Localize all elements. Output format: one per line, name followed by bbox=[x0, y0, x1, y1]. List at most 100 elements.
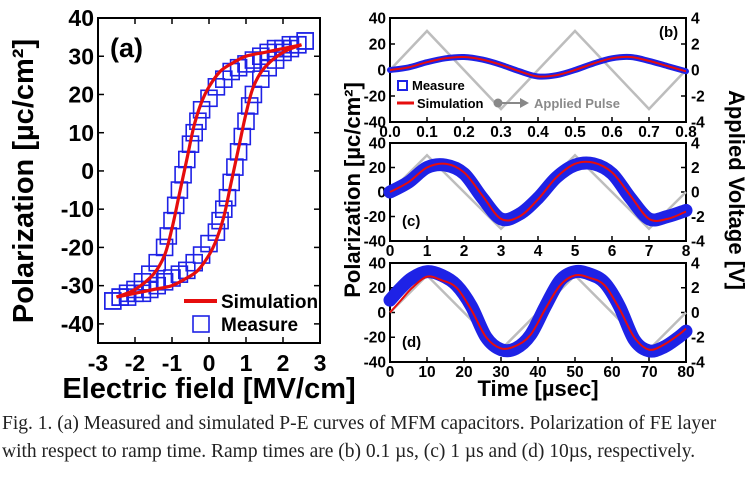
shared-labels: Polarization [µc/cm²] Applied Voltage [V] bbox=[340, 82, 745, 298]
x-tick-label: 0.8 bbox=[675, 124, 697, 141]
panel-label: (d) bbox=[402, 334, 421, 351]
y2-tick-label: -2 bbox=[691, 88, 705, 105]
x-tick-label: 30 bbox=[492, 364, 509, 381]
y2-tick-label: 2 bbox=[691, 280, 700, 297]
panel-label: (c) bbox=[402, 213, 420, 230]
y-tick-label: 20 bbox=[369, 36, 386, 53]
x-tick-label: 0.2 bbox=[453, 124, 475, 141]
x-tick-label: 2 bbox=[460, 243, 469, 260]
legend-pulse-dot bbox=[493, 98, 503, 108]
y-tick-label: 40 bbox=[369, 135, 386, 152]
x-tick-label: 60 bbox=[603, 364, 620, 381]
y-tick-label: -40 bbox=[364, 233, 386, 250]
y2-tick-label: 2 bbox=[691, 36, 700, 53]
y-tick-label: -40 bbox=[364, 114, 386, 131]
x-tick-label: 0.6 bbox=[601, 124, 623, 141]
y-tick-label: -40 bbox=[364, 354, 386, 371]
y-tick-label: -20 bbox=[364, 330, 386, 347]
simulation-line bbox=[389, 160, 687, 222]
x-tick-label: 0.7 bbox=[638, 124, 660, 141]
y-tick-label: 0 bbox=[377, 305, 386, 322]
x-tick-label: -2 bbox=[125, 350, 145, 376]
y2-tick-label: -2 bbox=[691, 209, 705, 226]
panel-label: (a) bbox=[110, 33, 143, 63]
x-tick-label: 6 bbox=[608, 243, 617, 260]
y-tick-label: 40 bbox=[68, 5, 94, 31]
simulation-line bbox=[115, 43, 302, 299]
applied-pulse-line bbox=[389, 29, 687, 111]
legend-simulation-label: Simulation bbox=[417, 96, 484, 111]
y-tick-label: 20 bbox=[369, 280, 386, 297]
x-tick-label: 0.0 bbox=[379, 124, 401, 141]
x-tick-label: 5 bbox=[571, 243, 580, 260]
y-tick-label: 20 bbox=[68, 82, 94, 108]
panel-b: 0.0 0.1 0.2 0.3 0.4 0.5 0.6 0.7 0.8 -40 -20 0 20 40 -4… bbox=[364, 10, 706, 141]
x-tick-label: 0.3 bbox=[490, 124, 512, 141]
legend-measure-label: Measure bbox=[412, 78, 465, 93]
x-tick-label: 8 bbox=[682, 243, 691, 260]
measure-marker bbox=[104, 292, 122, 310]
y2-tick-label: 4 bbox=[691, 255, 700, 272]
x-axis-label: Electric field [MV/cm] bbox=[62, 373, 355, 405]
x-tick-label: 80 bbox=[677, 364, 694, 381]
y2-tick-label: -4 bbox=[691, 354, 705, 371]
panel-label: (b) bbox=[659, 24, 678, 41]
x-tick-label: 3 bbox=[314, 350, 327, 376]
y-tick-label: 0 bbox=[377, 184, 386, 201]
y-axis-label: Polarization [µc/cm²] bbox=[8, 39, 40, 323]
y-tick-label: -20 bbox=[364, 209, 386, 226]
x-tick-label: 20 bbox=[455, 364, 472, 381]
y-tick-label: -30 bbox=[61, 273, 94, 299]
y-tick-label: 0 bbox=[377, 62, 386, 79]
x-tick-label: 0.4 bbox=[527, 124, 549, 141]
y2-tick-label: 0 bbox=[691, 184, 700, 201]
y-tick-label: 10 bbox=[68, 120, 94, 146]
legend-measure-swatch bbox=[192, 315, 210, 333]
legend-pulse-label: Applied Pulse bbox=[534, 96, 620, 111]
x-tick-label: 0 bbox=[203, 350, 216, 376]
y-tick-label: 40 bbox=[369, 10, 386, 27]
y-tick-label: -20 bbox=[61, 234, 94, 260]
y-tick-label: -20 bbox=[364, 88, 386, 105]
simulation-line bbox=[389, 274, 687, 351]
figure-caption: Fig. 1. (a) Measured and simulated P-E c… bbox=[2, 413, 717, 462]
y2-tick-label: 4 bbox=[691, 135, 700, 152]
x-tick-label: 40 bbox=[529, 364, 546, 381]
y-tick-label: 20 bbox=[369, 160, 386, 177]
panel-d: 0 10 20 30 40 50 60 70 80-40-2002040-4-2024(d)Ti… bbox=[364, 255, 706, 401]
legend-simulation-label: Simulation bbox=[221, 292, 318, 313]
x-tick-label: 2 bbox=[277, 350, 290, 376]
x-tick-label: 3 bbox=[497, 243, 506, 260]
x-tick-label: 10 bbox=[418, 364, 435, 381]
y2-tick-label: -4 bbox=[691, 114, 705, 131]
x-tick-label: 1 bbox=[423, 243, 432, 260]
y2-tick-label: -4 bbox=[691, 233, 705, 250]
y2-tick-label: 4 bbox=[691, 10, 700, 27]
simulation-line bbox=[389, 55, 687, 78]
x-tick-label: 0.5 bbox=[564, 124, 586, 141]
legend-measure-label: Measure bbox=[221, 315, 298, 336]
y2-tick-label: 2 bbox=[691, 160, 700, 177]
y-tick-label: 0 bbox=[81, 158, 94, 184]
x-tick-label: 0.1 bbox=[416, 124, 438, 141]
x-tick-label: 0 bbox=[386, 364, 395, 381]
x-tick-label: -1 bbox=[162, 350, 183, 376]
x-tick-label: 0 bbox=[386, 243, 395, 260]
simulation-line bbox=[116, 43, 303, 299]
x-tick-label: 1 bbox=[240, 350, 253, 376]
legend-pulse-arrowhead bbox=[520, 98, 529, 108]
y2-tick-label: -2 bbox=[691, 330, 705, 347]
y-axis-label-shared: Polarization [µc/cm²] bbox=[340, 82, 365, 298]
x-tick-label: 4 bbox=[534, 243, 543, 260]
figure: -3 -2 -1 0 1 2 3-40-30-20-10010203040(a)Polari… bbox=[8, 5, 745, 405]
x-tick-label: 7 bbox=[645, 243, 654, 260]
x-tick-label: -3 bbox=[88, 350, 108, 376]
x-tick-label: 70 bbox=[640, 364, 657, 381]
x-tick-label: 50 bbox=[566, 364, 583, 381]
y2-tick-label: 0 bbox=[691, 305, 700, 322]
y-tick-label: -40 bbox=[61, 311, 94, 337]
panel-a: -3 -2 -1 0 1 2 3-40-30-20-10010203040(a)Polari… bbox=[8, 5, 356, 405]
y-tick-label: -10 bbox=[61, 196, 94, 222]
x-axis-label: Time [µsec] bbox=[477, 376, 598, 401]
